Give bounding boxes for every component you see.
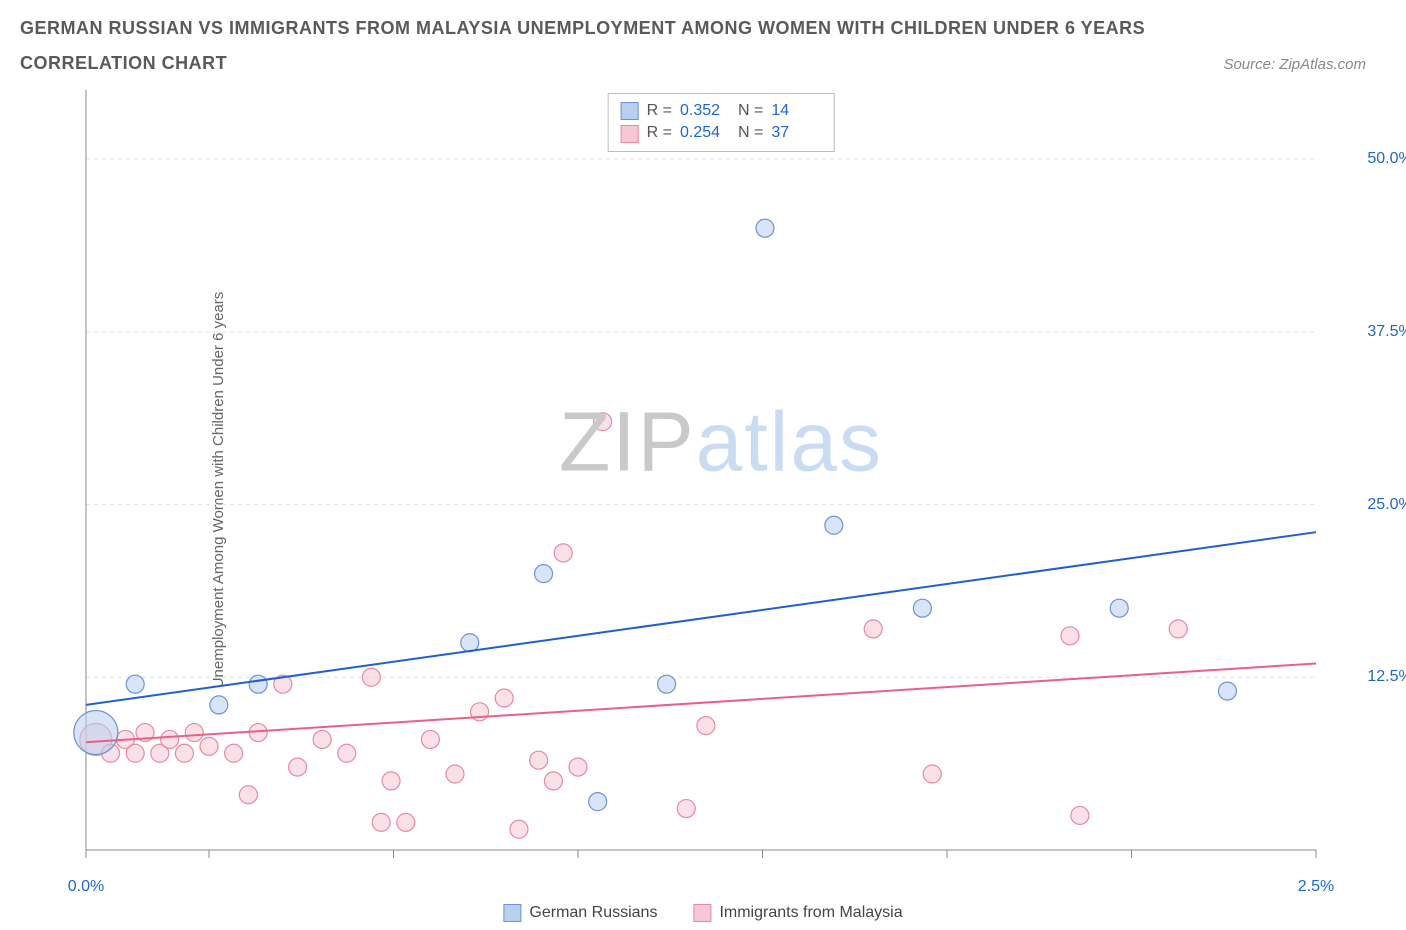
stats-row: R = 0.254 N = 37 — [621, 122, 822, 144]
series-legend: German Russians Immigrants from Malaysia — [503, 904, 902, 922]
y-tick-label: 25.0% — [1367, 496, 1406, 514]
swatch-icon — [693, 904, 711, 922]
legend-item: German Russians — [503, 904, 657, 922]
swatch-icon — [503, 904, 521, 922]
swatch-icon — [621, 125, 639, 143]
r-label: R = — [647, 122, 672, 144]
n-label: N = — [738, 122, 763, 144]
stats-row: R = 0.352 N = 14 — [621, 100, 822, 122]
chart-area: Unemployment Among Women with Children U… — [56, 90, 1386, 890]
swatch-icon — [621, 102, 639, 120]
correlation-stats-legend: R = 0.352 N = 14 R = 0.254 N = 37 — [608, 93, 835, 152]
y-tick-label: 12.5% — [1367, 668, 1406, 686]
source-attribution: Source: ZipAtlas.com — [1223, 56, 1386, 73]
chart-title-line1: GERMAN RUSSIAN VS IMMIGRANTS FROM MALAYS… — [20, 18, 1386, 39]
scatter-plot-svg — [56, 90, 1386, 890]
y-tick-label: 37.5% — [1367, 323, 1406, 341]
chart-title-line2: CORRELATION CHART — [20, 53, 227, 74]
legend-label: German Russians — [529, 904, 657, 922]
r-label: R = — [647, 100, 672, 122]
n-value: 37 — [771, 122, 821, 144]
x-tick-label: 2.5% — [1298, 878, 1334, 896]
legend-label: Immigrants from Malaysia — [719, 904, 902, 922]
x-tick-label: 0.0% — [68, 878, 104, 896]
r-value: 0.254 — [680, 122, 730, 144]
legend-item: Immigrants from Malaysia — [693, 904, 902, 922]
n-label: N = — [738, 100, 763, 122]
y-tick-label: 50.0% — [1367, 150, 1406, 168]
n-value: 14 — [771, 100, 821, 122]
r-value: 0.352 — [680, 100, 730, 122]
